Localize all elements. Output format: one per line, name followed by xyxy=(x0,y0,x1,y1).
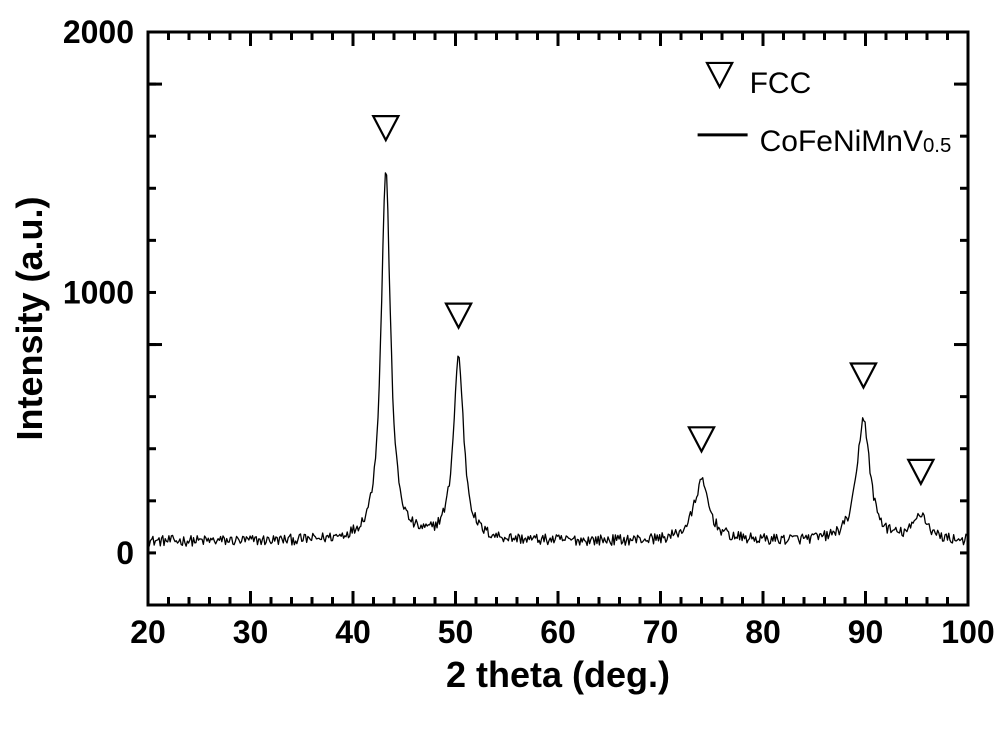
x-tick-label: 50 xyxy=(438,614,474,650)
x-tick-label: 100 xyxy=(941,614,994,650)
legend-label: FCC xyxy=(750,67,812,100)
x-tick-label: 20 xyxy=(130,614,166,650)
x-tick-label: 60 xyxy=(540,614,576,650)
x-tick-label: 30 xyxy=(233,614,269,650)
y-tick-label: 0 xyxy=(116,535,134,571)
x-tick-label: 80 xyxy=(745,614,781,650)
chart-svg: 2030405060708090100010002000 FCCCoFeNiMn… xyxy=(0,0,1000,733)
xrd-chart: 2030405060708090100010002000 FCCCoFeNiMn… xyxy=(0,0,1000,733)
x-tick-label: 40 xyxy=(335,614,371,650)
y-axis-label: Intensity (a.u.) xyxy=(9,196,50,440)
x-tick-label: 90 xyxy=(848,614,884,650)
y-tick-label: 2000 xyxy=(63,14,134,50)
x-tick-label: 70 xyxy=(643,614,679,650)
y-tick-label: 1000 xyxy=(63,274,134,310)
legend-label: CoFeNiMnV0.5 xyxy=(760,125,952,158)
x-axis-label: 2 theta (deg.) xyxy=(446,654,670,695)
